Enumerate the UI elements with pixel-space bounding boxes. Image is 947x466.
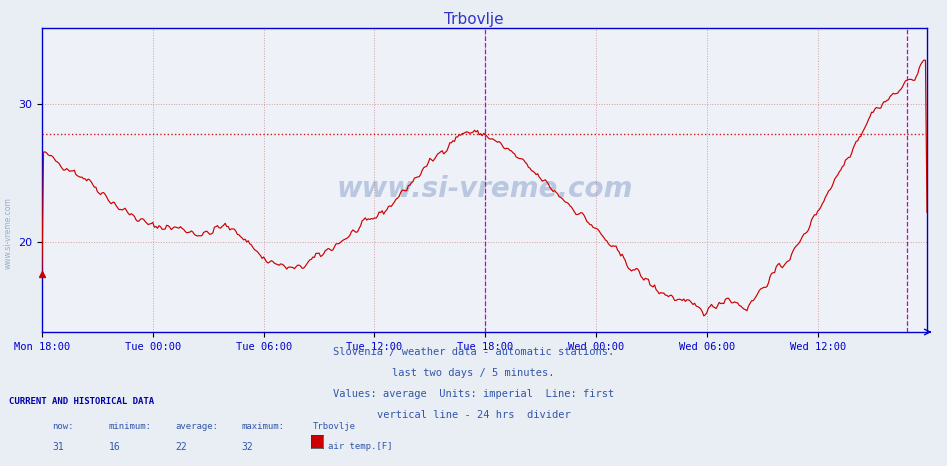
Text: last two days / 5 minutes.: last two days / 5 minutes. — [392, 368, 555, 377]
Text: Slovenia / weather data - automatic stations.: Slovenia / weather data - automatic stat… — [333, 347, 614, 356]
Text: Trbovlje: Trbovlje — [444, 12, 503, 27]
Text: maximum:: maximum: — [241, 422, 284, 431]
Text: www.si-vreme.com: www.si-vreme.com — [4, 197, 13, 269]
Text: minimum:: minimum: — [109, 422, 152, 431]
Text: air temp.[F]: air temp.[F] — [328, 442, 392, 451]
Text: Values: average  Units: imperial  Line: first: Values: average Units: imperial Line: fi… — [333, 389, 614, 398]
Text: Trbovlje: Trbovlje — [313, 422, 355, 431]
Text: 16: 16 — [109, 442, 120, 452]
Text: 32: 32 — [241, 442, 253, 452]
Text: CURRENT AND HISTORICAL DATA: CURRENT AND HISTORICAL DATA — [9, 397, 154, 406]
Text: now:: now: — [52, 422, 74, 431]
Text: 22: 22 — [175, 442, 187, 452]
Text: vertical line - 24 hrs  divider: vertical line - 24 hrs divider — [377, 410, 570, 419]
Text: 31: 31 — [52, 442, 63, 452]
Text: www.si-vreme.com: www.si-vreme.com — [336, 175, 633, 203]
Text: average:: average: — [175, 422, 218, 431]
